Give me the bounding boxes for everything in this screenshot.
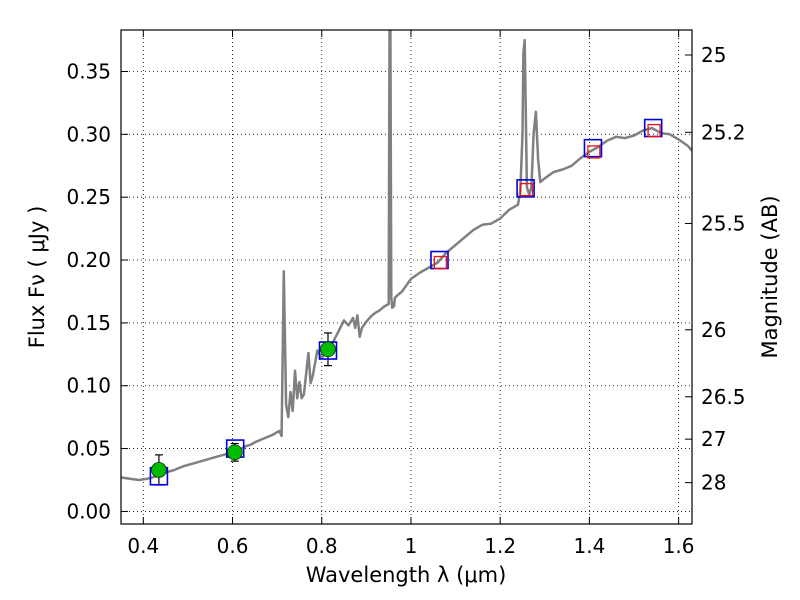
blue-square-marker	[516, 179, 535, 198]
y2-tick-label: 25	[701, 43, 726, 67]
y2-tick-label: 26	[701, 318, 726, 342]
green-point-marker	[151, 462, 167, 478]
y-axis-label-right: Magnitude (AB)	[758, 195, 782, 358]
y2-tick-label: 27	[701, 427, 726, 451]
blue-square-marker	[583, 138, 603, 158]
y-tick-label: 0.00	[66, 499, 111, 523]
spectrum-line	[121, 30, 692, 482]
x-tick-label: 1	[405, 534, 418, 558]
x-tick-label: 0.8	[306, 534, 338, 558]
y2-tick-label: 28	[701, 471, 726, 495]
spectrum-layer	[121, 30, 692, 482]
ticks: 0.4 0.6 0.8 1 1.2 1.4 1.6 0.00 0.05 0.10 0.15 0.20 0…	[66, 30, 746, 558]
red-square-marker	[587, 145, 601, 159]
green-point-marker	[320, 341, 336, 358]
red-square-marker	[519, 182, 534, 197]
plot-frame	[120, 29, 693, 525]
x-axis-label: Wavelength λ (μm)	[306, 563, 507, 587]
y-tick-label: 0.20	[66, 248, 111, 272]
x-tick-label: 1.4	[573, 534, 605, 558]
green-point-marker	[226, 444, 243, 461]
y-tick-label: 0.15	[66, 311, 111, 335]
x-tick-label: 0.4	[127, 534, 159, 558]
y-tick-label: 0.30	[66, 122, 111, 146]
red-square-marker	[647, 123, 661, 138]
x-tick-label: 0.6	[217, 534, 249, 558]
x-tick-label: 1.2	[484, 534, 516, 558]
red-square-marker	[433, 255, 448, 270]
y2-tick-label: 26.5	[701, 385, 746, 409]
y-tick-label: 0.05	[66, 437, 111, 461]
y-axis-label-left: Flux Fν ( μJy )	[25, 206, 49, 349]
markers	[149, 118, 663, 486]
y2-tick-label: 25.2	[701, 120, 746, 144]
y2-tick-label: 25.5	[701, 211, 746, 235]
y-tick-label: 0.10	[66, 374, 111, 398]
y-tick-label: 0.25	[66, 185, 111, 209]
x-tick-label: 1.6	[663, 534, 695, 558]
y-tick-label: 0.35	[66, 59, 111, 83]
